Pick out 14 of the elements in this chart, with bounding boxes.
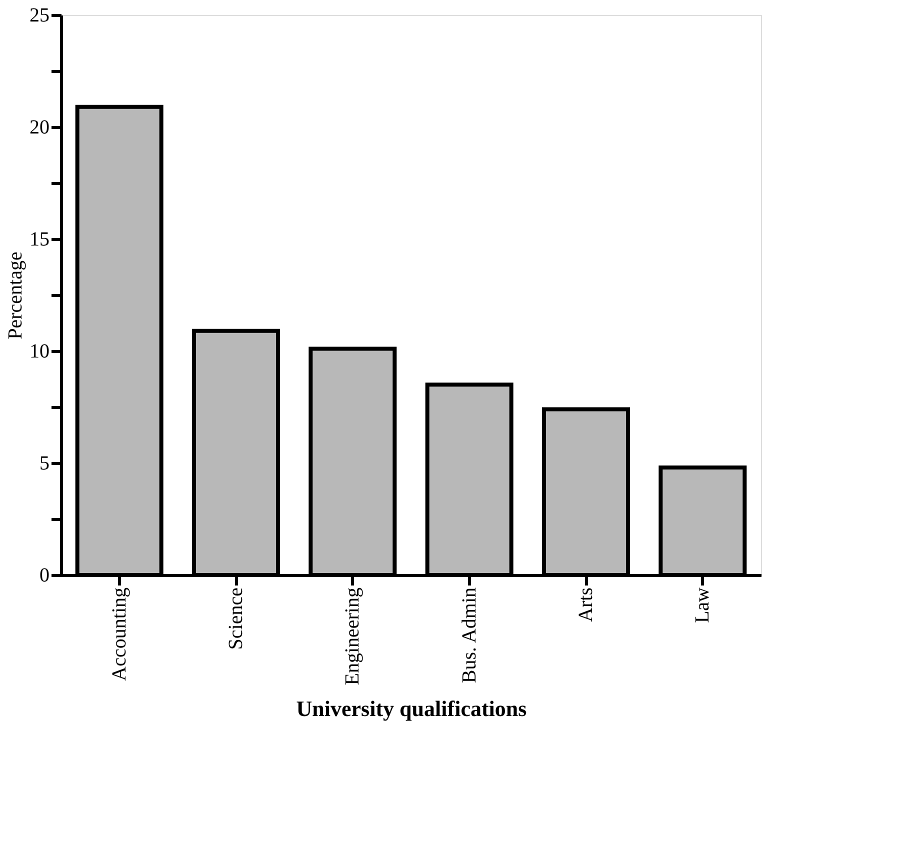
x-tick-label: Bus. Admin [458, 588, 480, 684]
x-tick-label: Arts [575, 587, 597, 622]
y-tick-label: 25 [30, 4, 50, 26]
y-tick-label: 20 [30, 116, 50, 138]
x-tick-label: Accounting [108, 588, 130, 681]
y-axis-title: Percentage [4, 252, 26, 340]
y-tick-label: 15 [30, 228, 50, 250]
y-tick-label: 10 [30, 340, 50, 362]
x-tick-label: Law [692, 586, 714, 624]
x-tick-label: Engineering [342, 588, 364, 686]
y-tick-label: 5 [40, 452, 50, 474]
x-tick-label: Science [225, 587, 247, 650]
x-axis-title: University qualifications [296, 696, 528, 722]
y-tick-label: 0 [40, 564, 50, 586]
